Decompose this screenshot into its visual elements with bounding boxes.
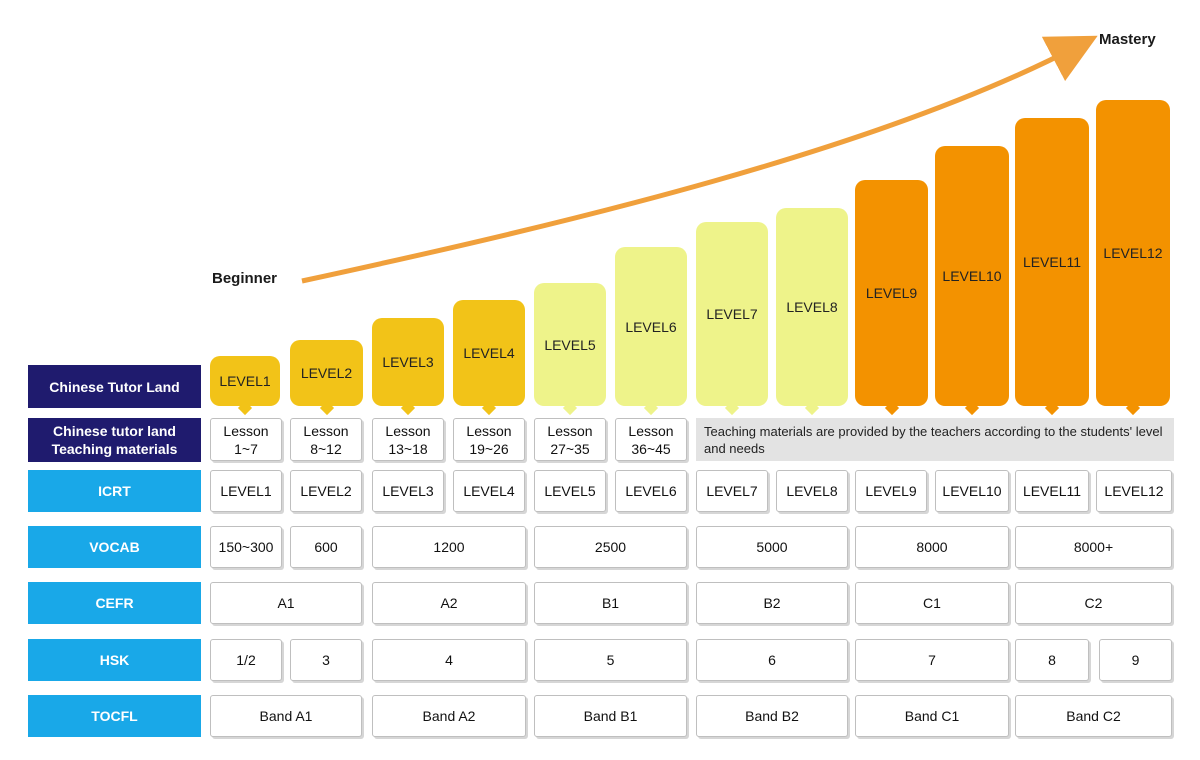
lesson-cell: Lesson 19~26 bbox=[453, 418, 525, 461]
progress-arrow-line bbox=[301, 35, 1098, 284]
row-label-chinese-tutor-land: Chinese Tutor Land bbox=[28, 365, 201, 408]
level-bar-label: LEVEL2 bbox=[300, 365, 353, 381]
vocab-cell: 600 bbox=[290, 526, 362, 568]
icrt-cell: LEVEL7 bbox=[696, 470, 768, 512]
cefr-cell: C2 bbox=[1015, 582, 1172, 624]
lesson-cell: Lesson 1~7 bbox=[210, 418, 282, 461]
lesson-cell: Lesson 27~35 bbox=[534, 418, 606, 461]
cefr-cell: B1 bbox=[534, 582, 687, 624]
vocab-cell: 2500 bbox=[534, 526, 687, 568]
lesson-word: Lesson bbox=[385, 422, 431, 439]
lesson-range: 13~18 bbox=[388, 440, 428, 457]
teaching-materials-note: Teaching materials are provided by the t… bbox=[696, 418, 1174, 461]
row-label-cefr: CEFR bbox=[28, 582, 201, 624]
beginner-label: Beginner bbox=[212, 270, 278, 287]
lesson-cell: Lesson 8~12 bbox=[290, 418, 362, 461]
vocab-cell: 5000 bbox=[696, 526, 848, 568]
hsk-cell: 8 bbox=[1015, 639, 1089, 681]
hsk-cell: 4 bbox=[372, 639, 526, 681]
lesson-word: Lesson bbox=[547, 422, 593, 439]
lesson-range: 8~12 bbox=[310, 440, 342, 457]
level-bar-label: LEVEL5 bbox=[544, 336, 596, 353]
vocab-cell: 8000 bbox=[855, 526, 1009, 568]
hsk-cell: 6 bbox=[696, 639, 848, 681]
row-label-line: Teaching materials bbox=[51, 441, 178, 457]
lesson-range: 1~7 bbox=[234, 440, 258, 457]
icrt-cell: LEVEL11 bbox=[1015, 470, 1089, 512]
cefr-cell: C1 bbox=[855, 582, 1009, 624]
hsk-cell: 9 bbox=[1099, 639, 1172, 681]
row-label-icrt: ICRT bbox=[28, 470, 201, 512]
lesson-word: Lesson bbox=[628, 422, 674, 439]
row-label-vocab: VOCAB bbox=[28, 526, 201, 568]
level-bar: LEVEL9 bbox=[855, 180, 928, 416]
vocab-cell: 150~300 bbox=[210, 526, 282, 568]
lesson-range: 36~45 bbox=[631, 440, 671, 457]
icrt-cell: LEVEL12 bbox=[1096, 470, 1172, 512]
tocfl-cell: Band B1 bbox=[534, 695, 687, 737]
level-bar-label: LEVEL3 bbox=[382, 354, 434, 370]
icrt-cell: LEVEL2 bbox=[290, 470, 362, 512]
hsk-cell: 7 bbox=[855, 639, 1009, 681]
cefr-cell: B2 bbox=[696, 582, 848, 624]
level-bar: LEVEL10 bbox=[935, 146, 1009, 416]
level-bar: LEVEL11 bbox=[1015, 118, 1089, 416]
hsk-cell: 1/2 bbox=[210, 639, 282, 681]
hsk-cell: 5 bbox=[534, 639, 687, 681]
icrt-cell: LEVEL1 bbox=[210, 470, 282, 512]
tocfl-cell: Band A1 bbox=[210, 695, 362, 737]
lesson-range: 19~26 bbox=[469, 440, 509, 457]
level-bar: LEVEL7 bbox=[696, 222, 768, 416]
icrt-cell: LEVEL9 bbox=[855, 470, 927, 512]
level-bar-label: LEVEL11 bbox=[1022, 254, 1082, 270]
icrt-cell: LEVEL5 bbox=[534, 470, 606, 512]
level-bar-label: LEVEL4 bbox=[463, 345, 515, 361]
lesson-word: Lesson bbox=[223, 422, 269, 439]
level-bar-label: LEVEL1 bbox=[219, 373, 271, 389]
progress-arrow bbox=[301, 35, 1098, 284]
level-bar: LEVEL6 bbox=[615, 247, 687, 416]
level-bar: LEVEL1 bbox=[210, 356, 280, 416]
tocfl-cell: Band C1 bbox=[855, 695, 1009, 737]
icrt-cell: LEVEL10 bbox=[935, 470, 1009, 512]
level-bar: LEVEL4 bbox=[453, 300, 525, 416]
vocab-cell: 1200 bbox=[372, 526, 526, 568]
level-bar: LEVEL3 bbox=[372, 318, 444, 416]
level-bar: LEVEL2 bbox=[290, 340, 363, 416]
lesson-word: Lesson bbox=[466, 422, 512, 439]
level-bar: LEVEL5 bbox=[534, 283, 606, 416]
icrt-cell: LEVEL8 bbox=[776, 470, 848, 512]
level-bar-label: LEVEL8 bbox=[786, 299, 838, 315]
icrt-cell: LEVEL6 bbox=[615, 470, 687, 512]
tocfl-cell: Band A2 bbox=[372, 695, 526, 737]
cefr-cell: A1 bbox=[210, 582, 362, 624]
icrt-cell: LEVEL3 bbox=[372, 470, 444, 512]
cefr-cell: A2 bbox=[372, 582, 526, 624]
row-label-tocfl: TOCFL bbox=[28, 695, 201, 737]
lesson-cell: Lesson 36~45 bbox=[615, 418, 687, 461]
row-label-teaching-materials: Chinese tutor land Teaching materials bbox=[28, 418, 201, 462]
lesson-word: Lesson bbox=[303, 422, 349, 439]
lesson-range: 27~35 bbox=[550, 440, 590, 457]
icrt-cell: LEVEL4 bbox=[453, 470, 525, 512]
vocab-cell: 8000+ bbox=[1015, 526, 1172, 568]
tocfl-cell: Band B2 bbox=[696, 695, 848, 737]
level-bar: LEVEL12 bbox=[1096, 100, 1170, 416]
lesson-cell: Lesson 13~18 bbox=[372, 418, 444, 461]
level-bar: LEVEL8 bbox=[776, 208, 848, 416]
tocfl-cell: Band C2 bbox=[1015, 695, 1172, 737]
level-bar-label: LEVEL9 bbox=[865, 285, 918, 301]
level-bar-label: LEVEL6 bbox=[625, 318, 677, 335]
level-bar-label: LEVEL12 bbox=[1103, 245, 1163, 261]
row-label-hsk: HSK bbox=[28, 639, 201, 681]
level-bar-label: LEVEL10 bbox=[942, 268, 1002, 284]
level-bar-label: LEVEL7 bbox=[706, 306, 758, 322]
mastery-label: Mastery bbox=[1099, 31, 1156, 48]
hsk-cell: 3 bbox=[290, 639, 362, 681]
row-label-line: Chinese tutor land bbox=[53, 423, 176, 439]
